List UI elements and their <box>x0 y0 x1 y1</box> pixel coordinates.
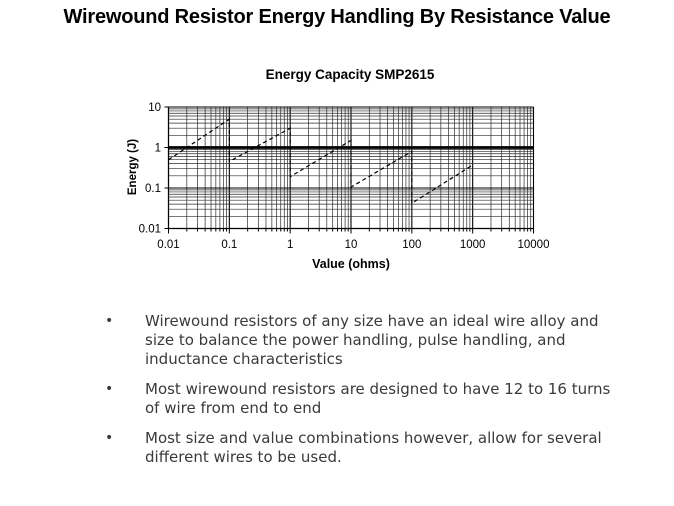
list-item: • Most wirewound resistors are designed … <box>103 380 623 418</box>
y-tick-label: 0.01 <box>139 224 161 236</box>
x-tick-label: 0.1 <box>221 239 237 251</box>
x-tick-label: 1000 <box>460 239 486 251</box>
x-tick-label: 0.01 <box>157 239 179 251</box>
y-tick-label: 10 <box>148 102 161 114</box>
bullet-icon: • <box>105 313 114 329</box>
bullet-list: • Wirewound resistors of any size have a… <box>103 312 610 478</box>
list-item: • Wirewound resistors of any size have a… <box>103 312 623 369</box>
x-tick-label: 1 <box>287 239 293 251</box>
chart-title: Energy Capacity SMP2615 <box>266 67 435 82</box>
y-axis-label: Energy (J) <box>127 139 139 195</box>
x-tick-label: 10000 <box>518 239 550 251</box>
bullet-text: Most size and value combinations however… <box>145 429 602 466</box>
bullet-icon: • <box>105 381 114 397</box>
x-tick-label: 100 <box>402 239 421 251</box>
y-tick-label: 1 <box>155 143 161 155</box>
series-line-energy-capacity <box>168 118 474 205</box>
bullet-text: Wirewound resistors of any size have an … <box>145 312 599 368</box>
page-title: Wirewound Resistor Energy Handling By Re… <box>63 6 611 28</box>
x-tick-label: 10 <box>345 239 358 251</box>
y-tick-label: 0.1 <box>145 183 161 195</box>
x-axis-label: Value (ohms) <box>312 257 390 271</box>
bullet-text: Most wirewound resistors are designed to… <box>145 380 611 417</box>
bullet-icon: • <box>105 430 114 446</box>
list-item: • Most size and value combinations howev… <box>103 429 623 467</box>
